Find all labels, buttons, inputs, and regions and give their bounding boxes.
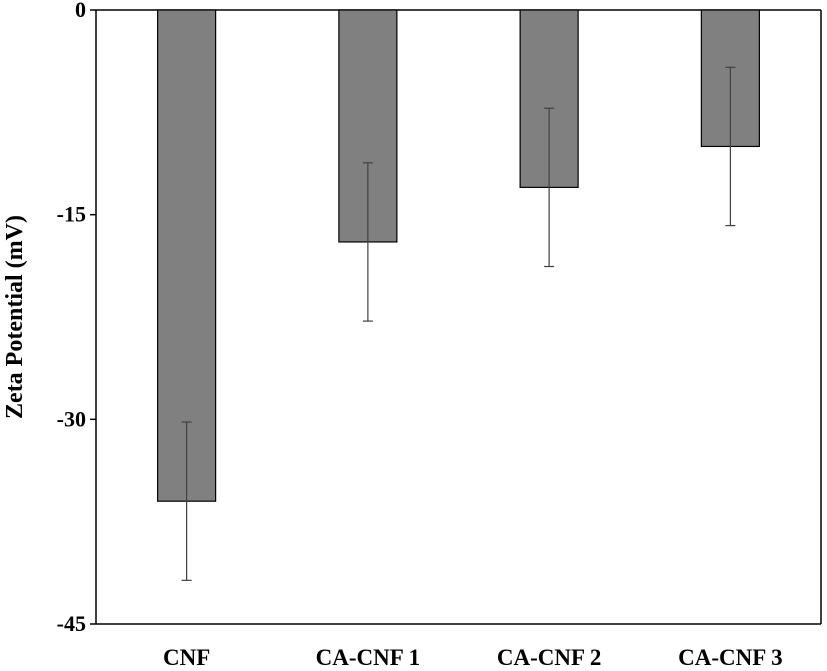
x-category-label: CA-CNF 3	[678, 645, 783, 670]
y-axis-title: Zeta Potential (mV)	[2, 215, 28, 419]
y-axis-ticks: 0 -15 -30 -45	[57, 0, 96, 636]
y-tick-label: -15	[57, 202, 86, 227]
plot-frame	[95, 9, 822, 625]
error-bar-series	[181, 66, 736, 581]
x-category-label: CA-CNF 2	[497, 645, 602, 670]
y-tick-label: -45	[57, 611, 86, 636]
bar-cnf	[157, 9, 217, 502]
y-tick-label: 0	[75, 0, 86, 22]
x-category-label: CNF	[163, 645, 210, 670]
x-axis-category-labels: CNF CA-CNF 1 CA-CNF 2 CA-CNF 3	[163, 645, 783, 670]
y-tick-label: -30	[57, 406, 86, 431]
x-category-label: CA-CNF 1	[316, 645, 421, 670]
bar-series	[157, 9, 760, 502]
